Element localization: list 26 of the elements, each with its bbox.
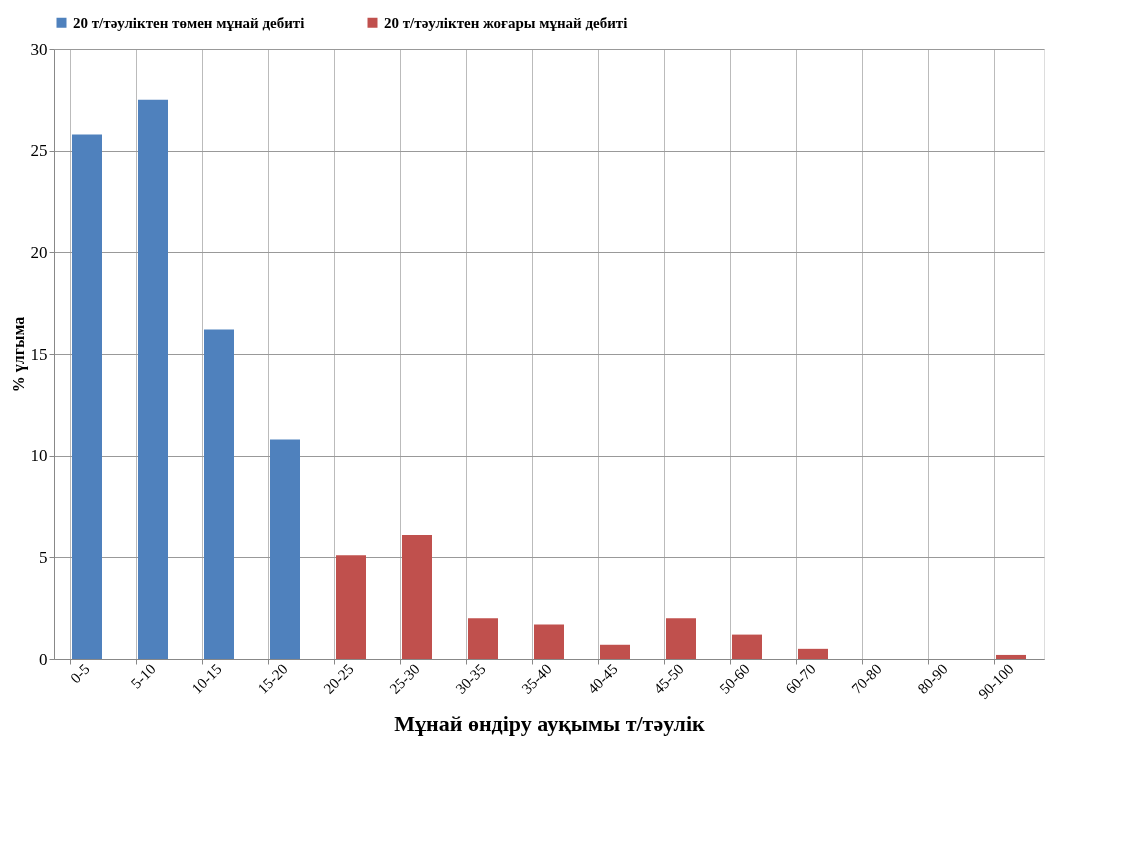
bar — [468, 618, 498, 659]
x-axis-title: Мұнай өндіру ауқымы т/тәулік — [394, 711, 706, 737]
x-tick-label: 5-10 — [127, 660, 159, 692]
y-tick-label: 0 — [39, 649, 48, 669]
legend-label: 20 т/тәуліктен жоғары мұнай дебиті — [384, 14, 628, 31]
y-tick-label: 20 — [30, 242, 48, 262]
x-tick-label: 0-5 — [67, 660, 93, 687]
bar — [666, 618, 696, 659]
y-tick-label: 5 — [39, 547, 48, 567]
bar — [534, 624, 564, 659]
bar — [600, 644, 630, 659]
bar — [204, 329, 234, 659]
bar — [72, 134, 102, 659]
bar — [270, 439, 300, 659]
y-tick-label: 30 — [30, 39, 48, 59]
legend-label: 20 т/тәуліктен төмен мұнай дебиті — [73, 14, 305, 31]
bar — [996, 654, 1026, 659]
bar — [138, 99, 168, 659]
y-tick-label: 10 — [30, 446, 48, 466]
y-tick-label: 25 — [30, 141, 48, 161]
bar — [798, 648, 828, 659]
bar — [336, 555, 366, 659]
y-tick-label: 15 — [30, 344, 48, 364]
y-axis-title: % үлгыма — [9, 316, 28, 393]
bar — [732, 634, 762, 659]
bar — [402, 534, 432, 659]
